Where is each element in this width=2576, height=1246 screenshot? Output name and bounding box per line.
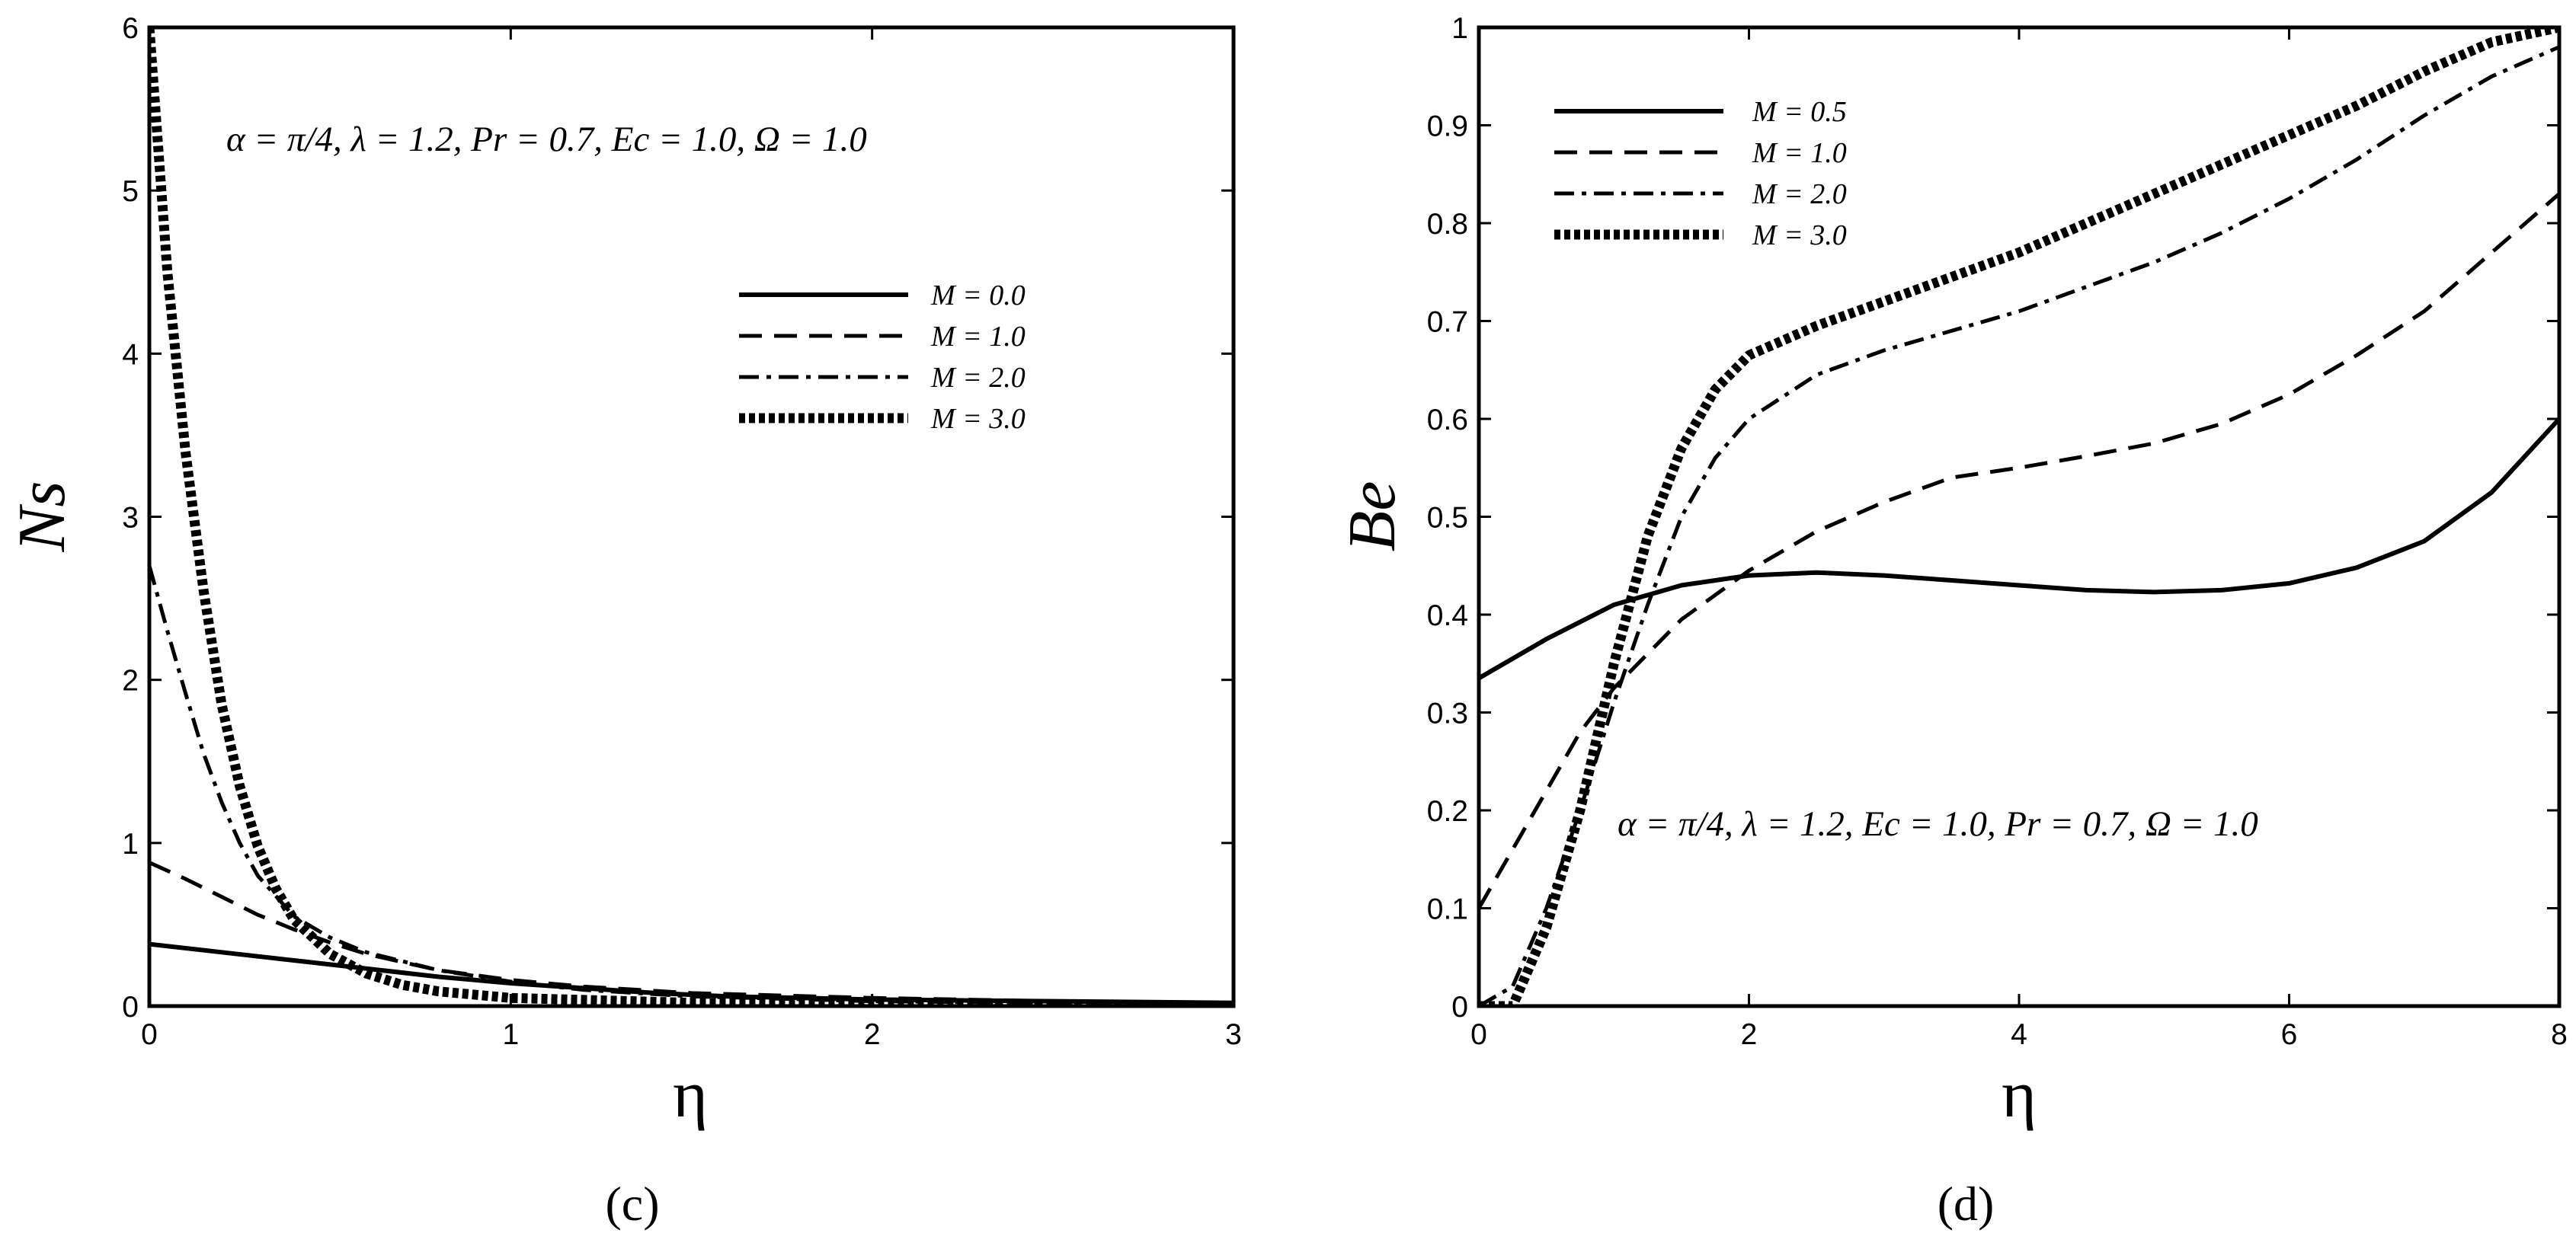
panel-d-y-tick-label: 0 [1451,991,1468,1024]
panel-d-y-tick-label: 0.8 [1427,208,1468,241]
panel-c-legend-label: M = 1.0 [930,321,1026,353]
panel-d-y-tick-label: 0.7 [1427,306,1468,339]
panel-c-chart: 0 1 2 3 0 1 2 3 4 5 6 M = 0.0 M = 1.0 M = 2.0 M = 3.0… [5,12,1242,1231]
panel-c-y-tick-label: 3 [122,502,139,535]
panel-d-x-tick-label: 4 [2011,1018,2027,1051]
panel-c-legend-label: M = 2.0 [930,362,1026,394]
panel-d-legend-label: M = 0.5 [1752,96,1847,128]
panel-d-series-3-line [1479,27,2559,1006]
panel-d-series-layer [1479,27,2559,1006]
panel-c-legend-label: M = 3.0 [930,403,1026,435]
panel-d-series-1-line [1479,192,2559,909]
panel-d-y-tick-label: 0.3 [1427,698,1468,730]
panel-c-series-3-line [149,27,1234,1006]
panel-d-x-tick-label: 2 [1741,1018,1758,1051]
panel-d-y-tick-label: 0.9 [1427,110,1468,143]
panel-d-y-tick-label: 1 [1451,12,1468,45]
panel-c-y-tick-label: 1 [122,828,139,861]
panel-d-caption: (d) [1938,1177,1995,1231]
panel-d-chart: 0 2 4 6 8 0 0.1 0.2 0.3 0.4 0.5 0.6 0.7 0.8 0.9 1 M = 0… [1336,12,2568,1231]
panel-d-y-axis-label: Be [1336,481,1410,552]
panel-d-x-tick-label: 6 [2281,1018,2298,1051]
panel-d-parameter-annotation: α = π/4, λ = 1.2, Ec = 1.0, Pr = 0.7, Ω … [1618,804,2258,844]
panel-c-x-tick-label: 3 [1225,1018,1242,1051]
panel-c-caption: (c) [605,1177,659,1231]
panel-d-y-tick-label: 0.4 [1427,599,1468,632]
panel-c-y-tick-label: 4 [122,338,139,371]
panel-c-y-tick-label: 2 [122,665,139,698]
panel-c-tick-layer: 0 1 2 3 0 1 2 3 4 5 6 [122,12,1242,1051]
panel-c-x-tick-label: 1 [502,1018,519,1051]
panel-c-x-tick-label: 0 [141,1018,158,1051]
panel-c-legend-label: M = 0.0 [930,280,1026,312]
panel-d-y-tick-label: 0.1 [1427,893,1468,926]
panel-c-y-tick-label: 6 [122,12,139,45]
panel-d-y-tick-label: 0.2 [1427,795,1468,828]
panel-d-x-tick-label: 8 [2551,1018,2568,1051]
panel-d-y-tick-label: 0.6 [1427,404,1468,436]
panel-c-series-2-line [149,565,1234,1006]
panel-c-parameter-annotation: α = π/4, λ = 1.2, Pr = 0.7, Ec = 1.0, Ω … [226,120,867,159]
panel-c-y-tick-label: 0 [122,991,139,1024]
panel-d-series-0-line [1479,417,2559,681]
panel-d-y-tick-label: 0.5 [1427,502,1468,535]
panel-d-legend-label: M = 1.0 [1752,137,1847,169]
panel-d-legend-label: M = 3.0 [1752,219,1847,251]
panel-d-legend-label: M = 2.0 [1752,178,1847,210]
panel-d-legend: M = 0.5 M = 1.0 M = 2.0 M = 3.0 [1554,96,1847,251]
panel-d-tick-layer: 0 2 4 6 8 0 0.1 0.2 0.3 0.4 0.5 0.6 0.7 0.8 0.9 1 [1427,12,2568,1051]
panel-c-legend: M = 0.0 M = 1.0 M = 2.0 M = 3.0 [739,280,1026,435]
panel-c-x-axis-label: η [673,1058,708,1132]
panel-c-y-tick-label: 5 [122,175,139,208]
panel-d-x-axis-label: η [2002,1058,2037,1132]
panel-c-x-tick-label: 2 [864,1018,881,1051]
panel-d-x-tick-label: 0 [1470,1018,1487,1051]
panel-c-series-1-line [149,861,1234,1005]
panel-c-y-axis-label: Ns [5,481,79,553]
